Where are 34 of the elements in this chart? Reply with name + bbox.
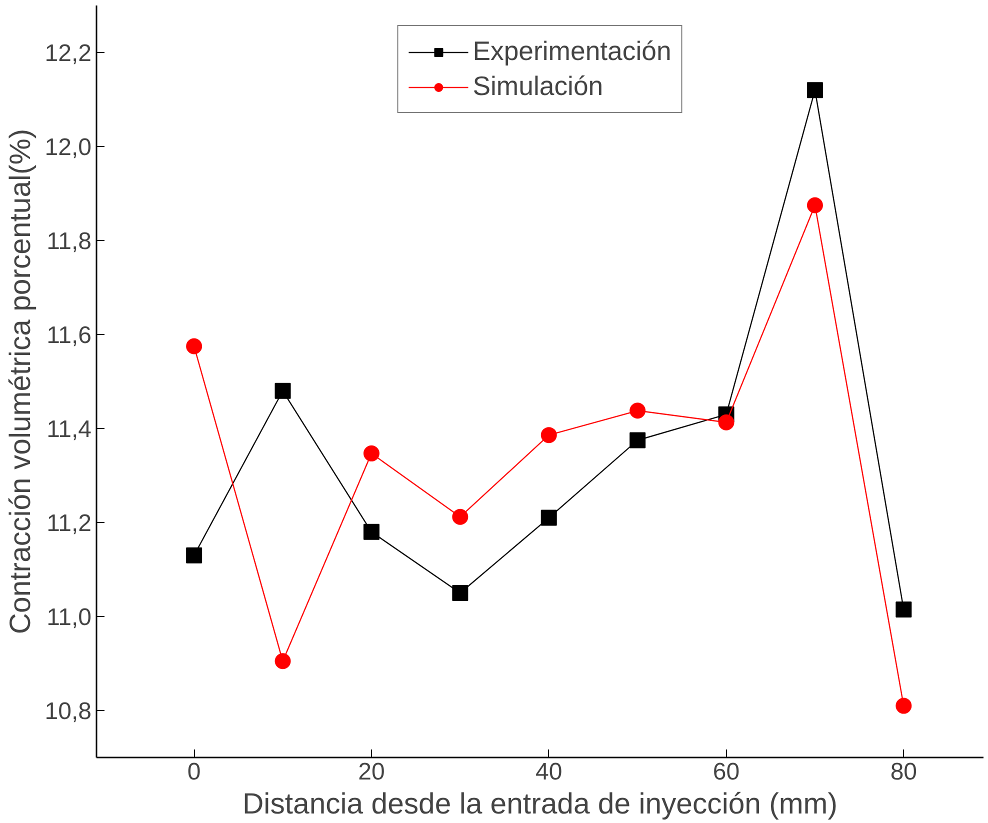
x-axis-title: Distancia desde la entrada de inyección (mm) [242, 788, 838, 820]
point [896, 698, 912, 714]
point [274, 653, 291, 670]
y-tick-label: 11,4 [46, 416, 92, 443]
y-tick-label: 12,0 [44, 134, 92, 161]
y-tick-label: 12,2 [44, 40, 92, 67]
point [896, 601, 912, 618]
y-tick-label: 11,0 [46, 604, 92, 631]
legend-label: Experimentación [472, 36, 672, 67]
y-tick-label: 11,2 [46, 510, 92, 537]
x-tick-label: 20 [358, 758, 385, 786]
point [274, 382, 291, 399]
y-tick-label: 11,6 [46, 322, 92, 349]
point [540, 427, 557, 444]
y-tick-label: 10,8 [44, 698, 92, 725]
point [718, 414, 734, 430]
y-axis-title: Contracción volumétrica porcentual(%) [4, 128, 37, 634]
point [186, 547, 202, 564]
point [630, 432, 646, 448]
legend-label: Simulación [472, 71, 604, 102]
x-tick-label: 60 [712, 758, 740, 786]
point [540, 510, 557, 526]
point [452, 585, 468, 601]
point [452, 508, 468, 525]
x-tick-label: 80 [890, 758, 918, 786]
point [363, 524, 380, 540]
point [806, 197, 823, 214]
point [363, 445, 380, 462]
point [186, 338, 202, 354]
point [806, 82, 823, 98]
point [630, 402, 646, 419]
y-tick-label: 11,8 [46, 228, 92, 255]
x-tick-label: 40 [536, 758, 562, 786]
x-tick-label: 0 [187, 758, 201, 786]
